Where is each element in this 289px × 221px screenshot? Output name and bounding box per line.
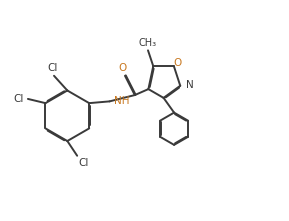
Text: Cl: Cl xyxy=(13,94,24,104)
Text: Cl: Cl xyxy=(79,158,89,168)
Text: Cl: Cl xyxy=(47,63,58,73)
Text: NH: NH xyxy=(114,96,130,106)
Text: O: O xyxy=(173,58,181,68)
Text: N: N xyxy=(186,80,194,90)
Text: CH₃: CH₃ xyxy=(139,38,157,48)
Text: O: O xyxy=(118,63,127,73)
